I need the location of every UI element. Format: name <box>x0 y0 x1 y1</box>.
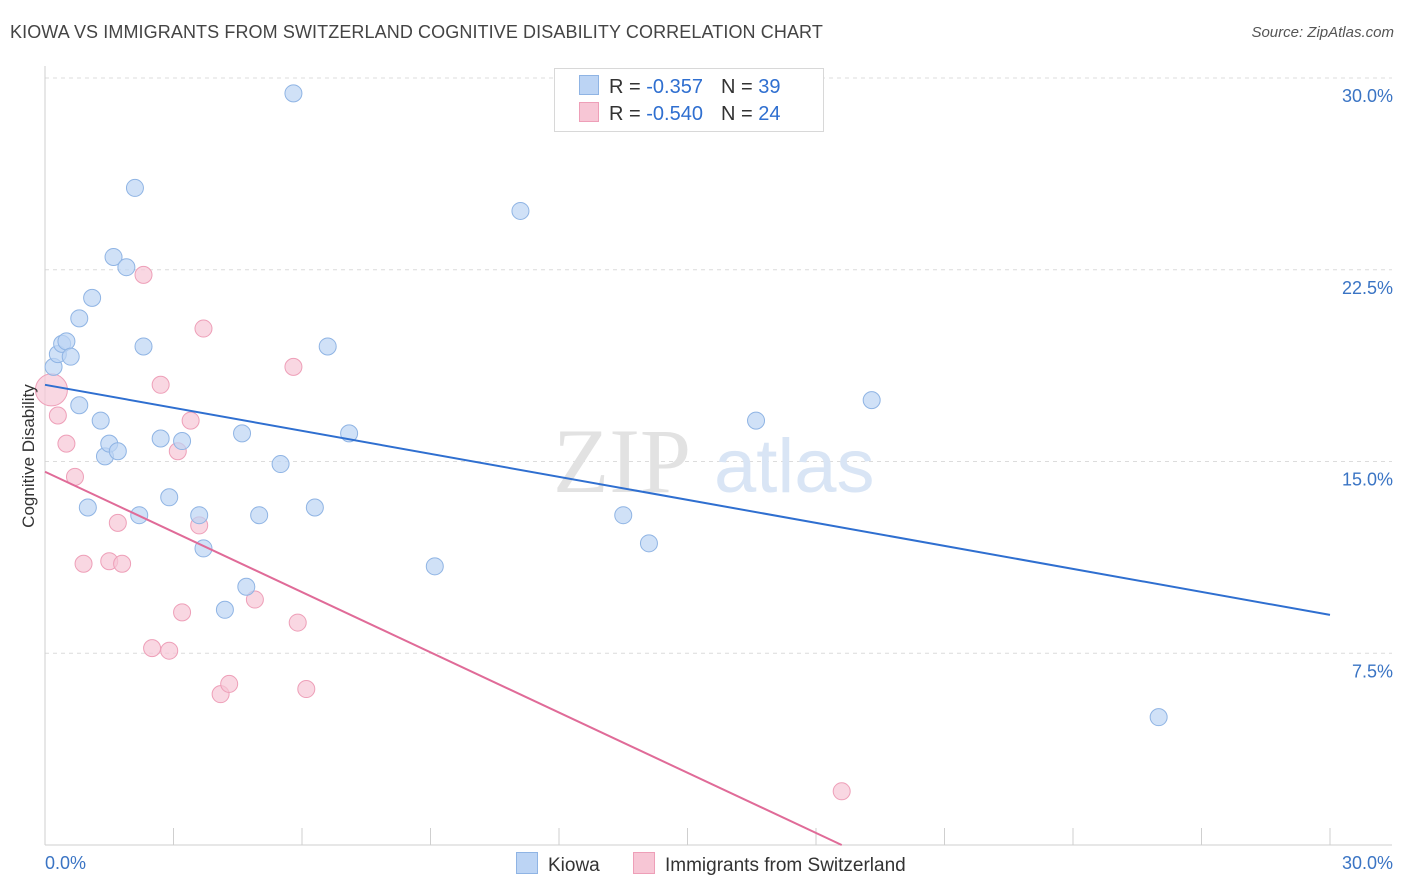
blue-point <box>425 557 444 576</box>
blue-point <box>614 506 633 525</box>
blue-point <box>70 396 89 415</box>
blue-point <box>151 429 170 448</box>
pink-point <box>288 613 307 632</box>
r-value: -0.540 <box>646 103 703 125</box>
legend-label: Immigrants from Switzerland <box>665 855 906 876</box>
pink-point <box>181 411 200 430</box>
blue-point <box>747 411 766 430</box>
blue-point <box>91 411 110 430</box>
blue-point <box>271 455 290 474</box>
watermark-zip: ZIP <box>553 410 691 512</box>
pink-point <box>284 357 303 376</box>
n-value: 24 <box>758 103 781 125</box>
n-label: N = <box>720 103 753 125</box>
pink-point <box>160 641 179 660</box>
blue-point <box>160 488 179 507</box>
blue-point <box>173 432 192 451</box>
gridlines <box>45 77 1392 654</box>
x-tick-label: 0.0% <box>45 853 86 873</box>
legend-swatch-blue <box>516 852 538 874</box>
blue-point <box>83 288 102 307</box>
kiowa-trendline <box>44 383 1331 616</box>
blue-point <box>1149 708 1168 727</box>
chart-title: KIOWA VS IMMIGRANTS FROM SWITZERLAND COG… <box>10 22 823 42</box>
blue-point <box>61 347 80 366</box>
blue-point <box>862 391 881 410</box>
trendlines <box>44 383 1331 846</box>
pink-point <box>194 319 213 338</box>
watermark-atlas: atlas <box>714 424 875 509</box>
blue-point <box>190 506 209 525</box>
y-tick-label: 30.0% <box>1342 86 1393 106</box>
blue-point <box>250 506 269 525</box>
axes <box>44 66 1392 846</box>
legend-swatch-pink <box>633 852 655 874</box>
n-label: N = <box>720 76 753 98</box>
blue-point <box>57 332 76 351</box>
legend-row-kiowa: R = -0.357 N = 39 <box>579 75 780 99</box>
series-kiowa <box>44 84 1168 727</box>
pink-point <box>48 406 67 425</box>
blue-point <box>117 258 136 277</box>
legend-label: Kiowa <box>548 855 600 876</box>
y-tick-label: 7.5% <box>1352 661 1393 681</box>
blue-point <box>639 534 658 553</box>
blue-point <box>215 600 234 619</box>
pink-point <box>34 373 68 407</box>
r-value: -0.357 <box>646 76 703 98</box>
tick-labels: 7.5% 15.0% 22.5% 30.0% 0.0% 30.0% <box>45 86 1393 873</box>
bottom-legend-kiowa: Kiowa <box>516 852 600 877</box>
y-axis-label: Cognitive Disability <box>19 384 38 528</box>
pink-point <box>134 265 153 284</box>
blue-point <box>233 424 252 443</box>
blue-point <box>78 498 97 517</box>
pink-point <box>220 674 239 693</box>
legend-swatch-blue <box>579 75 599 95</box>
y-tick-label: 15.0% <box>1342 470 1393 490</box>
blue-point <box>108 442 127 461</box>
blue-point <box>305 498 324 517</box>
blue-point <box>318 337 337 356</box>
n-value: 39 <box>758 76 781 98</box>
stats-legend: R = -0.357 N = 39 R = -0.540 N = 24 <box>554 68 824 132</box>
blue-point <box>511 201 530 220</box>
pink-point <box>108 513 127 532</box>
blue-point <box>70 309 89 328</box>
blue-point <box>134 337 153 356</box>
legend-swatch-pink <box>579 102 599 122</box>
blue-point <box>237 577 256 596</box>
series-immigrants-switzerland <box>34 265 851 801</box>
legend-row-switzerland: R = -0.540 N = 24 <box>579 102 780 126</box>
pink-point <box>173 603 192 622</box>
bottom-legend-switzerland: Immigrants from Switzerland <box>633 852 906 877</box>
y-tick-label: 22.5% <box>1342 278 1393 298</box>
pink-point <box>245 590 264 609</box>
pink-point <box>74 554 93 573</box>
r-label: R = <box>609 103 641 125</box>
x-tick-label: 30.0% <box>1342 853 1393 873</box>
switzerland-trendline <box>44 470 843 846</box>
source-credit: Source: ZipAtlas.com <box>1251 24 1394 41</box>
blue-point <box>104 247 123 266</box>
pink-point <box>113 554 132 573</box>
pink-point <box>297 680 316 699</box>
pink-point <box>151 375 170 394</box>
blue-point <box>125 178 144 197</box>
pink-point <box>57 434 76 453</box>
pink-point <box>143 639 162 658</box>
pink-point <box>832 782 851 801</box>
blue-point <box>284 84 303 103</box>
r-label: R = <box>609 76 641 98</box>
